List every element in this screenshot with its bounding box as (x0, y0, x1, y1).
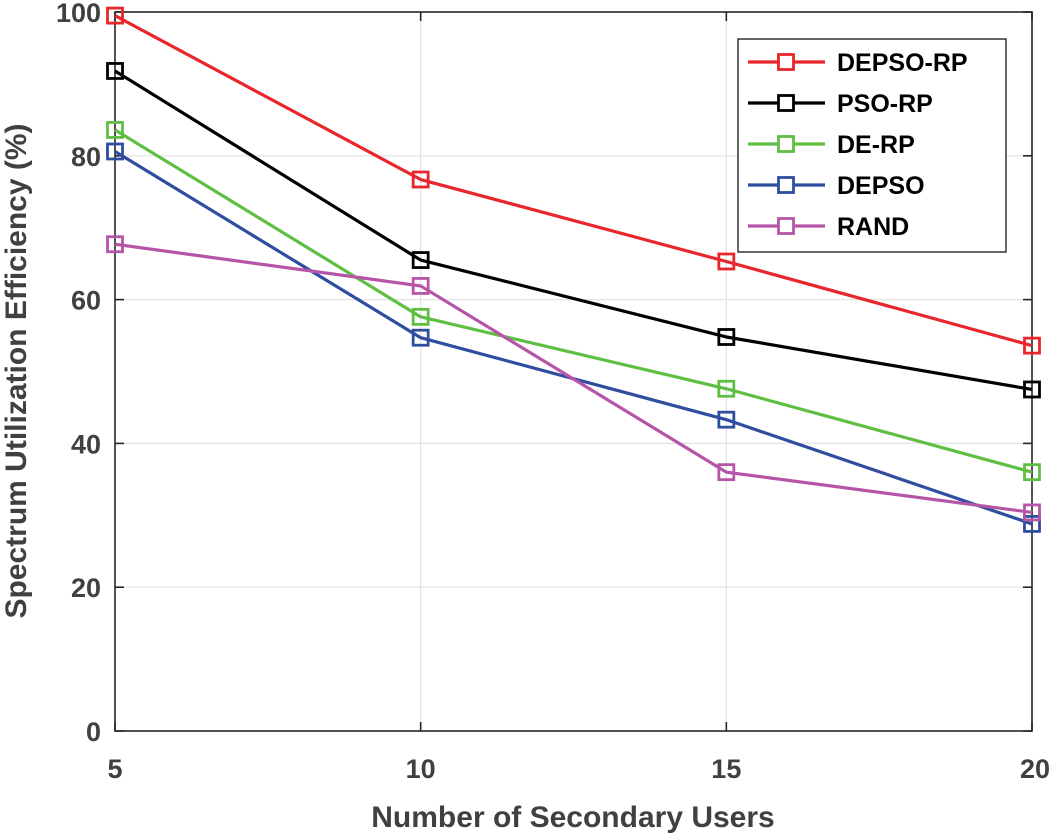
series-line (114, 14, 1033, 348)
data-point (106, 142, 124, 161)
series-line (114, 69, 1033, 392)
x-tick-label: 20 (1020, 754, 1050, 784)
data-point (717, 379, 736, 398)
legend-label: PSO-RP (837, 90, 933, 118)
y-tick-label: 100 (56, 0, 101, 28)
legend-item: DE-RP (748, 131, 915, 159)
x-tick-label: 5 (107, 754, 122, 784)
series-line (114, 128, 1033, 474)
legend: DEPSO-RP PSO-RP DE-RP DEPSO RAND (737, 38, 1007, 253)
data-point (717, 463, 736, 482)
data-point (1023, 380, 1041, 399)
plot-area (114, 11, 1033, 732)
legend-item: RAND (748, 213, 909, 241)
legend-label: DE-RP (837, 131, 915, 159)
data-point (1023, 515, 1041, 533)
y-tick-label: 0 (86, 717, 101, 747)
data-point (411, 170, 430, 189)
series-rand (106, 235, 1041, 522)
x-tick-label: 15 (711, 754, 741, 784)
y-axis-label: Spectrum Utilization Efficiency (%) (0, 123, 33, 618)
data-point (106, 6, 124, 25)
data-point (1023, 463, 1041, 482)
legend-marker (777, 217, 795, 235)
x-axis-label: Number of Secondary Users (371, 801, 774, 834)
y-tick-label: 40 (71, 429, 101, 459)
series-pso-rp (106, 62, 1041, 399)
data-point (1023, 503, 1041, 522)
legend-label: RAND (837, 213, 909, 241)
y-tick-label: 20 (71, 573, 101, 603)
data-point (717, 328, 736, 346)
legend-marker (777, 135, 795, 153)
series-depso-rp (106, 6, 1041, 355)
x-tick-label: 10 (406, 754, 436, 784)
data-point (1023, 336, 1041, 355)
data-point (717, 410, 736, 429)
data-point (411, 277, 430, 295)
legend-item: PSO-RP (748, 90, 933, 118)
data-point (411, 307, 430, 326)
legend-marker (777, 53, 795, 71)
legend-item: DEPSO (748, 172, 925, 200)
series-group (106, 6, 1041, 533)
y-tick-label: 60 (71, 286, 101, 316)
series-line (114, 242, 1033, 515)
legend-marker (777, 94, 795, 112)
data-point (106, 121, 124, 139)
legend-marker (777, 176, 795, 194)
y-axis-ticks: 0 20 40 60 80 100 (56, 0, 1032, 747)
legend-label: DEPSO (837, 172, 925, 200)
data-point (411, 251, 430, 269)
data-point (717, 252, 736, 271)
data-point (411, 328, 430, 347)
data-point (106, 235, 124, 254)
y-tick-label: 80 (71, 142, 101, 172)
x-axis-ticks: 5 10 15 20 (107, 12, 1050, 784)
legend-label: DEPSO-RP (837, 49, 968, 77)
legend-item: DEPSO-RP (748, 49, 968, 77)
series-de-rp (106, 121, 1041, 482)
data-point (106, 62, 124, 80)
